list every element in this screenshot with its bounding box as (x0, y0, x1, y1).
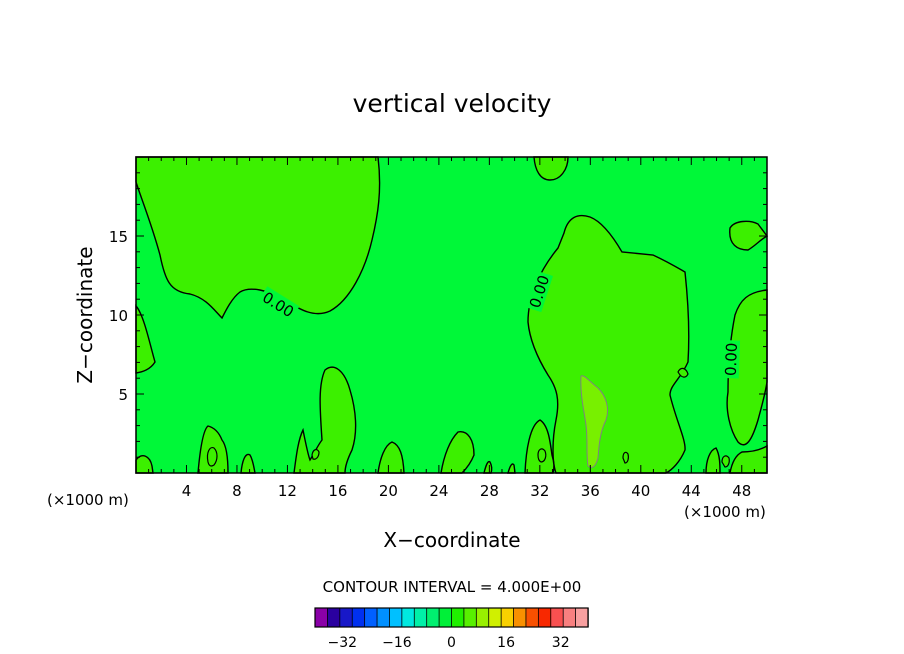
colorbar-swatch (327, 607, 341, 628)
y-tick-label: 15 (109, 228, 128, 246)
central-updraft (527, 214, 690, 474)
bottom-updraft-i (524, 419, 555, 474)
right-lower-updraft (729, 444, 768, 474)
small-core-f (311, 449, 320, 460)
colorbar-swatch (500, 607, 515, 628)
colorbar (314, 607, 589, 628)
x-tick-label: 4 (182, 482, 192, 500)
contour-label-bg (257, 286, 300, 322)
upper-left-updraft (135, 156, 381, 320)
small-core-a (206, 447, 218, 467)
x-tick-label: 48 (732, 482, 751, 500)
contour-label: 0.00 (722, 342, 741, 376)
colorbar-tick-label: −32 (328, 635, 358, 651)
right-upper-updraft (729, 220, 769, 251)
colorbar-swatch (314, 607, 329, 628)
y-tick-label: 10 (109, 307, 128, 325)
colorbar-tick-label: 16 (497, 635, 515, 651)
x-tick-label: 40 (631, 482, 650, 500)
colorbar-swatch (537, 607, 552, 628)
chart-title: vertical velocity (353, 89, 552, 118)
x-tick-label: 12 (278, 482, 297, 500)
colorbar-swatch (475, 607, 490, 628)
x-tick-label: 32 (530, 482, 549, 500)
x-tick-label: 20 (379, 482, 398, 500)
colorbar-frame (314, 607, 589, 628)
x-unit-right: (×1000 m) (684, 503, 766, 521)
colorbar-swatch (438, 607, 453, 628)
colorbar-swatch (413, 607, 428, 628)
colorbar-swatch (351, 607, 366, 628)
left-edge-updraft (135, 304, 156, 374)
bottom-updraft-f (440, 431, 475, 474)
x-tick-label: 16 (328, 482, 347, 500)
colorbar-tick-label: 0 (447, 635, 456, 651)
colorbar-swatch (463, 607, 478, 628)
x-unit-left: (×1000 m) (47, 491, 129, 509)
x-tick-label: 24 (429, 482, 448, 500)
colorbar-swatch (339, 607, 353, 628)
colorbar-swatch (550, 607, 564, 628)
right-mid-updraft (726, 289, 768, 446)
colorbar-swatch (562, 607, 577, 628)
colorbar-swatch (451, 607, 465, 628)
small-core-e (677, 367, 689, 378)
small-core-c (622, 451, 629, 464)
x-tick-label: 44 (682, 482, 701, 500)
x-tick-label: 36 (581, 482, 600, 500)
colorbar-swatch (376, 607, 391, 628)
colorbar-swatch (364, 607, 378, 628)
small-core-b (537, 448, 547, 463)
colorbar-tick-label: 32 (552, 635, 570, 651)
bottom-updraft-e (377, 441, 405, 474)
colorbar-swatch (575, 607, 589, 628)
colorbar-swatch (513, 607, 527, 628)
bottom-updraft-j (705, 447, 721, 474)
colorbar-tick-label: −16 (382, 635, 412, 651)
strong-updraft-core (580, 375, 609, 469)
colorbar-swatch (389, 607, 403, 628)
y-axis-label: Z−coordinate (73, 246, 97, 383)
top-small-updraft (533, 156, 569, 181)
x-tick-label: 8 (232, 482, 242, 500)
bottom-updraft-d (293, 366, 357, 474)
small-core-d (721, 455, 730, 468)
x-tick-label: 28 (480, 482, 499, 500)
contour-label-bg (720, 339, 741, 379)
y-tick-label: 5 (118, 386, 128, 404)
plot-area (135, 156, 769, 474)
bottom-updraft-h (507, 463, 516, 474)
x-axis-label: X−coordinate (383, 528, 520, 552)
contour-interval-text: CONTOUR INTERVAL = 4.000E+00 (323, 578, 582, 596)
colorbar-swatch (488, 607, 502, 628)
colorbar-swatch (525, 607, 540, 628)
contour-label-bg (524, 270, 554, 313)
colorbar-swatch (426, 607, 440, 628)
bottom-updraft-c (240, 453, 256, 474)
colorbar-swatch (401, 607, 415, 628)
